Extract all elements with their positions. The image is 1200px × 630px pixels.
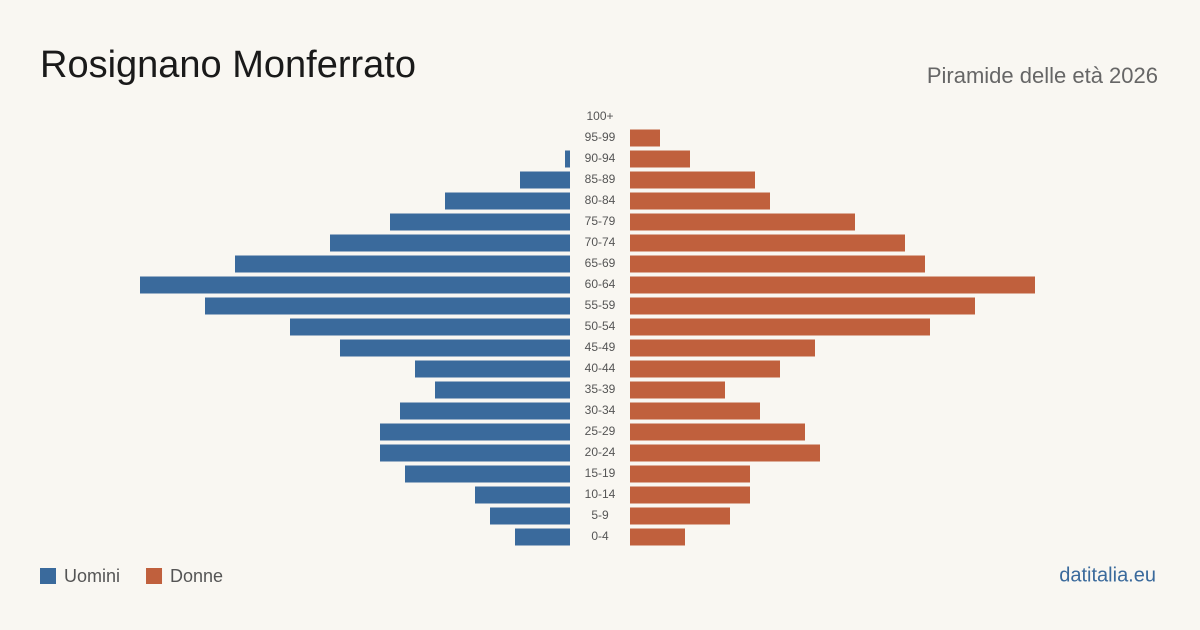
bar [630,507,730,525]
source: datitalia.eu [1059,564,1156,586]
bar [630,192,770,210]
chart-subtitle: Piramide delle età 2026 [927,63,1158,88]
category-label: 90-94 [585,151,616,165]
bar [630,255,925,273]
bar [390,213,570,231]
bar [140,276,570,294]
bar [630,213,855,231]
category-label: 70-74 [585,235,616,249]
bar [630,234,905,252]
legend-swatch [146,568,163,584]
category-label: 5-9 [591,508,609,522]
bar [630,129,660,147]
bar [380,423,570,441]
category-label: 80-84 [585,193,616,207]
bar [630,486,750,504]
category-label: 100+ [586,109,613,123]
bar [415,360,570,378]
category-label: 50-54 [585,319,616,333]
bar [630,318,930,336]
bar [290,318,570,336]
bar [235,255,570,273]
bar [630,444,820,462]
bar [435,381,570,399]
chart-title: Rosignano Monferrato [40,44,416,86]
bar [330,234,570,252]
bar [520,171,570,189]
bar [205,297,570,315]
bar [380,444,570,462]
category-label: 85-89 [585,172,616,186]
bar [630,297,975,315]
category-label: 60-64 [585,277,616,291]
category-label: 25-29 [585,424,616,438]
legend-swatch [40,568,56,584]
category-label: 45-49 [585,340,616,354]
bar [630,339,815,357]
bar [400,402,570,420]
bar [405,465,570,483]
bar [630,171,755,189]
bar [565,150,570,168]
category-label: 10-14 [585,487,616,501]
category-label: 55-59 [585,298,616,312]
bar [490,507,570,525]
bar [630,360,780,378]
bar [630,423,805,441]
bar [630,465,750,483]
bar [475,486,570,504]
category-label: 65-69 [585,256,616,270]
bar [445,192,570,210]
category-label: 20-24 [585,445,616,459]
category-label: 95-99 [585,130,616,144]
category-label: 40-44 [585,361,616,375]
legend-label: Donne [170,566,223,586]
bar [630,402,760,420]
bar [630,150,690,168]
category-label: 0-4 [591,529,609,543]
legend-label: Uomini [64,566,120,586]
bar [630,381,725,399]
category-label: 35-39 [585,382,616,396]
bar [630,528,685,546]
category-label: 15-19 [585,466,616,480]
bar [515,528,570,546]
bar [340,339,570,357]
category-label: 30-34 [585,403,616,417]
category-label: 75-79 [585,214,616,228]
bar [630,276,1035,294]
